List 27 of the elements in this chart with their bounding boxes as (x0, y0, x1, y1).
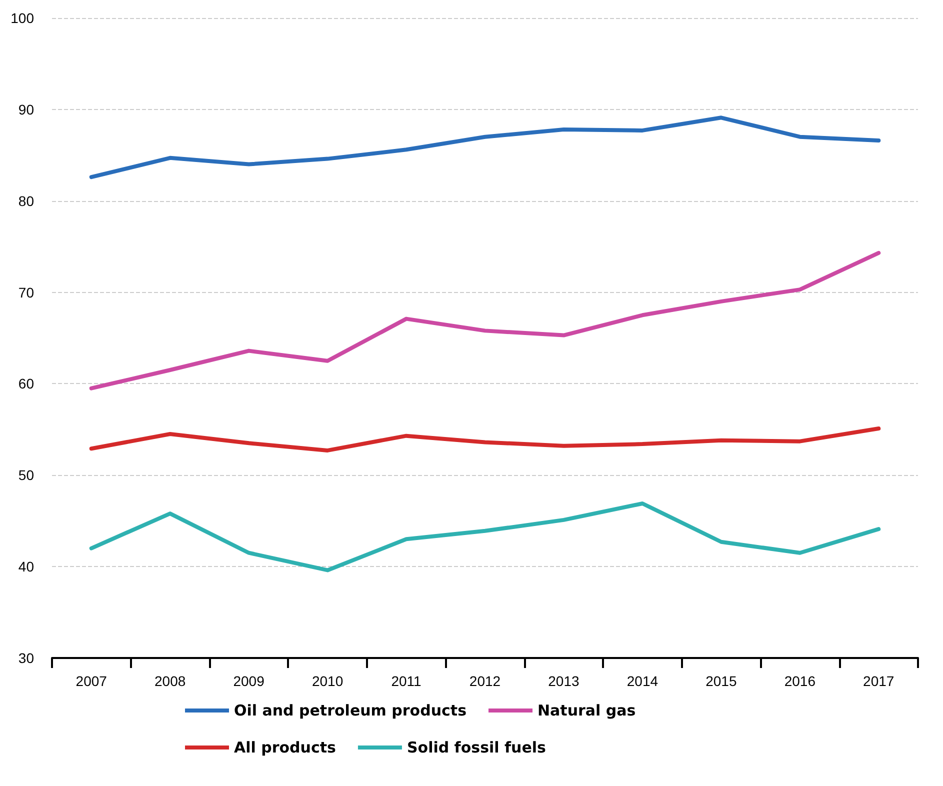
x-tick-label: 2008 (154, 673, 186, 689)
x-tick-label: 2016 (784, 673, 816, 689)
y-tick-label: 100 (10, 10, 34, 26)
x-tick-label: 2007 (76, 673, 108, 689)
x-tick-label: 2015 (706, 673, 737, 689)
y-tick-label: 60 (18, 376, 34, 392)
x-tick-label: 2014 (626, 673, 658, 689)
y-tick-label: 50 (18, 467, 34, 484)
x-tick-label: 2009 (233, 673, 265, 689)
x-tick-label: 2017 (863, 673, 894, 689)
line-series (89, 116, 881, 180)
line-series (89, 426, 881, 452)
y-tick-label: 80 (18, 192, 34, 209)
x-tick-label: 2012 (469, 673, 501, 689)
y-tick-label: 70 (18, 284, 34, 300)
legend-label: Oil and petroleum products (234, 702, 467, 720)
y-tick-label: 40 (18, 558, 34, 575)
x-tick-label: 2010 (312, 673, 344, 689)
line-series (89, 250, 881, 390)
legend-label: Natural gas (537, 702, 636, 720)
x-tick-label: 2013 (548, 673, 580, 689)
x-tick-label: 2011 (391, 673, 422, 689)
y-tick-label: 90 (18, 101, 34, 118)
legend-label: All products (234, 738, 336, 756)
line-series (89, 501, 881, 572)
legend-label: Solid fossil fuels (406, 738, 546, 756)
y-tick-label: 30 (18, 650, 34, 666)
